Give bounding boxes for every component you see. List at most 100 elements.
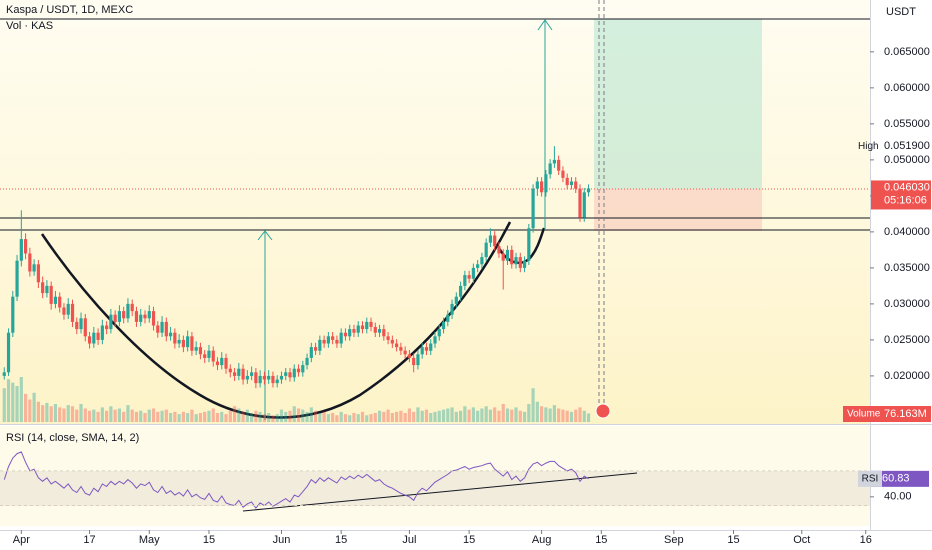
volume-bar xyxy=(480,408,484,422)
volume-bar xyxy=(66,405,70,422)
volume-bar xyxy=(181,411,185,422)
candle-body xyxy=(151,311,156,326)
volume-bar xyxy=(416,407,420,422)
volume-bar xyxy=(305,411,309,422)
volume-bar xyxy=(382,411,386,422)
volume-bar xyxy=(109,406,113,422)
candle-body xyxy=(305,357,309,366)
volume-bar xyxy=(100,407,104,422)
candle-body xyxy=(339,332,343,344)
volume-bar xyxy=(433,411,437,422)
candle-body xyxy=(190,336,194,351)
rsi-trendline xyxy=(242,472,638,512)
volume-bar xyxy=(501,404,505,422)
volume-bar xyxy=(139,410,143,422)
candle-body xyxy=(437,329,441,337)
candle-body xyxy=(505,249,510,261)
volume-bar xyxy=(2,388,6,422)
volume-bar xyxy=(497,410,501,422)
candle-body xyxy=(582,192,586,218)
candle-body xyxy=(488,235,493,243)
volume-bar xyxy=(267,413,271,422)
candle-body xyxy=(318,339,322,351)
candle-body xyxy=(544,174,548,193)
event-icon[interactable] xyxy=(595,403,611,419)
volume-bar xyxy=(548,408,552,422)
volume-bar xyxy=(510,409,514,422)
volume-bar xyxy=(471,407,475,422)
volume-bar xyxy=(203,411,207,422)
rsi-tag: 60.83 xyxy=(882,473,910,485)
target-zone xyxy=(594,19,762,189)
volume-bar xyxy=(92,409,96,422)
volume-bar xyxy=(177,414,181,422)
candle-body xyxy=(561,170,565,178)
candle-body xyxy=(45,285,49,294)
candle-body xyxy=(552,159,557,164)
candle-body xyxy=(66,303,70,315)
volume-bar xyxy=(36,401,40,422)
candle-body xyxy=(267,375,271,380)
volume-bar xyxy=(322,411,326,422)
volume-bar xyxy=(250,413,254,422)
volume-bar xyxy=(87,410,92,422)
candle-body xyxy=(441,321,446,330)
candle-body xyxy=(527,228,531,261)
candle-body xyxy=(586,188,591,193)
candle-body xyxy=(356,325,360,333)
candle-body xyxy=(395,343,399,348)
arrow-head xyxy=(257,230,273,241)
volume-bar xyxy=(96,411,100,422)
candle-body xyxy=(535,181,539,189)
candle-body xyxy=(211,350,215,362)
candle-body xyxy=(237,368,241,376)
volume-bar xyxy=(463,406,467,422)
volume-bar xyxy=(412,411,416,422)
candle-body xyxy=(463,275,467,286)
candle-body xyxy=(365,321,369,330)
candle-body xyxy=(228,368,232,373)
candle-body xyxy=(275,379,279,384)
candle-body xyxy=(301,365,305,373)
volume-bar xyxy=(335,415,339,422)
volume-bar xyxy=(488,409,493,422)
y-tick-label: 0.060000 xyxy=(884,82,930,94)
candle-body xyxy=(15,260,19,297)
volume-bar xyxy=(531,388,535,422)
candle-body xyxy=(198,347,203,355)
volume-bar xyxy=(377,410,382,422)
volume-bar xyxy=(28,399,32,422)
volume-bar xyxy=(198,413,203,422)
volume-bar xyxy=(476,410,480,422)
volume-bar xyxy=(190,409,194,422)
candle-body xyxy=(250,372,254,376)
volume-bar xyxy=(147,409,151,422)
candle-body xyxy=(245,375,249,380)
volume-bar xyxy=(41,405,45,422)
volume-bar xyxy=(194,414,198,422)
volume-bar xyxy=(220,411,224,422)
x-tick-label: May xyxy=(139,534,160,546)
volume-bar xyxy=(582,410,586,422)
price-tag: 0.046030 xyxy=(884,181,930,193)
candle-body xyxy=(164,321,168,337)
volume-tag-bg xyxy=(843,406,931,422)
y-tick-label: 0.025000 xyxy=(884,334,930,346)
volume-bar xyxy=(527,404,531,422)
volume-bar xyxy=(352,413,356,422)
candle-body xyxy=(168,332,173,337)
candle-body xyxy=(501,253,505,261)
candle-body xyxy=(186,336,190,348)
arrow-head xyxy=(537,19,553,31)
candle-body xyxy=(32,264,36,272)
candle-body xyxy=(522,260,527,268)
volume-bar xyxy=(245,409,249,422)
volume-bar xyxy=(164,409,168,422)
candle-body xyxy=(147,311,151,319)
volume-bar xyxy=(429,413,433,422)
volume-bar xyxy=(232,406,237,422)
volume-bar xyxy=(237,408,241,422)
candle-body xyxy=(62,307,66,315)
volume-bar xyxy=(535,401,539,422)
candle-body xyxy=(343,332,348,337)
